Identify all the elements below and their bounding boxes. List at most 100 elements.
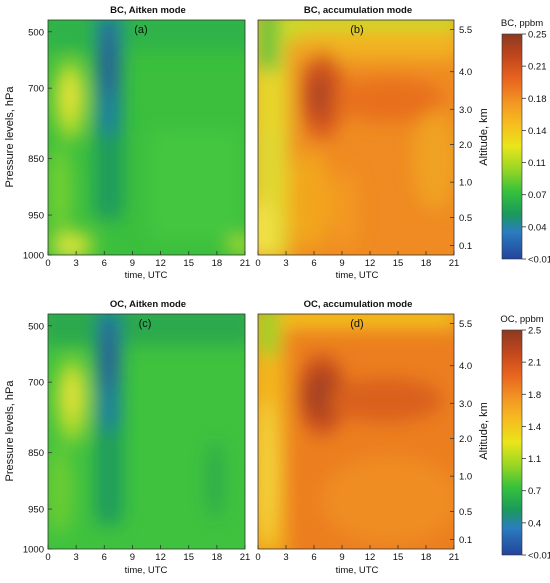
panel-a-yticks: 500 700 850 950 1000: [23, 27, 52, 262]
y-tick-label: 500: [28, 321, 44, 332]
colorbar-oc: OC, ppbm 2.5 2.1 1.8 1.4 1.1 0.7 0.4 <0.01: [500, 314, 550, 562]
colorbar-tick-label: 0.04: [528, 222, 547, 233]
panel-a-ylabel: Pressure levels, hPa: [4, 86, 16, 188]
colorbar-tick-label: 2.1: [528, 358, 541, 369]
y-tick-label: 850: [28, 154, 44, 165]
x-tick-label: 6: [311, 258, 316, 269]
x-tick-label: 15: [183, 552, 194, 563]
y2-tick-label: 0.5: [459, 507, 472, 518]
panel-b-xlabel: time, UTC: [336, 270, 379, 281]
x-tick-label: 18: [212, 552, 223, 563]
y-tick-label: 950: [28, 505, 44, 516]
panel-a-xlabel: time, UTC: [125, 270, 168, 281]
x-tick-label: 15: [183, 258, 194, 269]
panel-c-ylabel: Pressure levels, hPa: [4, 380, 16, 482]
panel-a-xticks: 0 3 6 9 12 15 18 21: [45, 251, 250, 269]
y2-tick-label: 4.0: [459, 361, 472, 372]
x-tick-label: 18: [212, 258, 223, 269]
colorbar-tick-label: 0.25: [528, 30, 547, 41]
x-tick-label: 3: [283, 258, 288, 269]
x-tick-label: 12: [155, 258, 166, 269]
x-tick-label: 3: [73, 552, 78, 563]
y-tick-label: 700: [28, 378, 44, 389]
colorbar-tick-label: 0.14: [528, 126, 547, 137]
x-tick-label: 15: [393, 258, 404, 269]
y-tick-label: 700: [28, 84, 44, 95]
colorbar-tick-label: 2.5: [528, 326, 541, 337]
panel-d: (d) OC, accumulation mode time, UTC 0 3 6 9…: [255, 299, 490, 576]
colorbar-tick-label: 0.11: [528, 158, 546, 169]
y2-tick-label: 3.0: [459, 105, 472, 116]
panel-a-tag: (a): [134, 24, 147, 36]
colorbar-oc-ticks: 2.5 2.1 1.8 1.4 1.1 0.7 0.4 <0.01: [522, 326, 550, 562]
x-tick-label: 9: [339, 552, 344, 563]
panel-d-tag: (d): [350, 318, 363, 330]
x-tick-label: 3: [283, 552, 288, 563]
x-tick-label: 9: [339, 258, 344, 269]
x-tick-label: 21: [449, 258, 460, 269]
colorbar-tick-label: <0.01: [528, 255, 550, 266]
panel-c-xlabel: time, UTC: [125, 565, 168, 576]
colorbar-tick-label: 0.07: [528, 190, 547, 201]
panel-a-field: [48, 20, 245, 255]
panel-c-title: OC, Aitken mode: [110, 299, 186, 310]
panel-b: (b) BC, accumulation mode time, UTC 0 3 6 9…: [255, 5, 490, 281]
colorbar-tick-label: 1.8: [528, 390, 541, 401]
y2-tick-label: 4.0: [459, 67, 472, 78]
x-tick-label: 6: [102, 258, 107, 269]
panel-c-field: [48, 314, 245, 549]
panel-b-tag: (b): [350, 24, 363, 36]
x-tick-label: 21: [449, 552, 460, 563]
colorbar-tick-label: 0.21: [528, 62, 547, 73]
y-tick-label: 1000: [23, 251, 44, 262]
x-tick-label: 15: [393, 552, 404, 563]
panel-c: (c) OC, Aitken mode time, UTC 0 3 6 9 12 15 18…: [4, 299, 251, 576]
y2-tick-label: 3.0: [459, 399, 472, 410]
panel-d-title: OC, accumulation mode: [304, 299, 413, 310]
colorbar-tick-label: 0.7: [528, 486, 541, 497]
colorbar-tick-label: 1.1: [528, 454, 541, 465]
x-tick-label: 18: [421, 552, 432, 563]
y2-tick-label: 2.0: [459, 434, 472, 445]
x-tick-label: 12: [365, 552, 376, 563]
y2-tick-label: 0.1: [459, 241, 472, 252]
panel-d-xlabel: time, UTC: [336, 565, 379, 576]
y-tick-label: 500: [28, 27, 44, 38]
y-tick-label: 850: [28, 448, 44, 459]
panel-b-title: BC, accumulation mode: [304, 5, 412, 16]
panel-d-ylabel2: Altitude, km: [478, 402, 490, 459]
panel-a: (a) BC, Aitken mode time, UTC 0 3 6 9 12 15 18…: [4, 5, 250, 281]
panel-b-xticks: 0 3 6 9 12 15 18 21: [255, 251, 459, 269]
colorbar-bc-label: BC, ppbm: [501, 18, 543, 29]
panel-d-y2ticks: 5.5 4.0 3.0 2.0 1.0 0.5 0.1: [450, 319, 472, 546]
panel-a-title: BC, Aitken mode: [110, 5, 186, 16]
panel-c-tag: (c): [139, 318, 152, 330]
panel-b-y2ticks: 5.5 4.0 3.0 2.0 1.0 0.5 0.1: [450, 25, 472, 252]
x-tick-label: 12: [365, 258, 376, 269]
x-tick-label: 9: [130, 258, 135, 269]
x-tick-label: 6: [102, 552, 107, 563]
x-tick-label: 6: [311, 552, 316, 563]
panel-b-ylabel2: Altitude, km: [478, 108, 490, 165]
panel-d-field: [258, 314, 454, 549]
colorbar-oc-label: OC, ppbm: [500, 314, 543, 325]
panel-d-xticks: 0 3 6 9 12 15 18 21: [255, 545, 459, 563]
x-tick-label: 21: [240, 552, 251, 563]
x-tick-label: 0: [45, 552, 50, 563]
colorbar-tick-label: 0.4: [528, 518, 541, 529]
colorbar-tick-label: <0.01: [528, 551, 550, 562]
y2-tick-label: 0.5: [459, 213, 472, 224]
panel-c-yticks: 500 700 850 950 1000: [23, 321, 52, 556]
y-tick-label: 1000: [23, 545, 44, 556]
colorbar-bc: BC, ppbm 0.25 0.21 0.18 0.14 0.11 0.07 0.04 <0.…: [501, 18, 550, 266]
colorbar-tick-label: 1.4: [528, 422, 541, 433]
colorbar-bc-ticks: 0.25 0.21 0.18 0.14 0.11 0.07 0.04 <0.01: [522, 30, 550, 266]
x-tick-label: 21: [240, 258, 251, 269]
x-tick-label: 0: [255, 552, 260, 563]
x-tick-label: 18: [421, 258, 432, 269]
y-tick-label: 950: [28, 211, 44, 222]
y2-tick-label: 0.1: [459, 535, 472, 546]
colorbar-tick-label: 0.18: [528, 94, 547, 105]
y2-tick-label: 1.0: [459, 178, 472, 189]
